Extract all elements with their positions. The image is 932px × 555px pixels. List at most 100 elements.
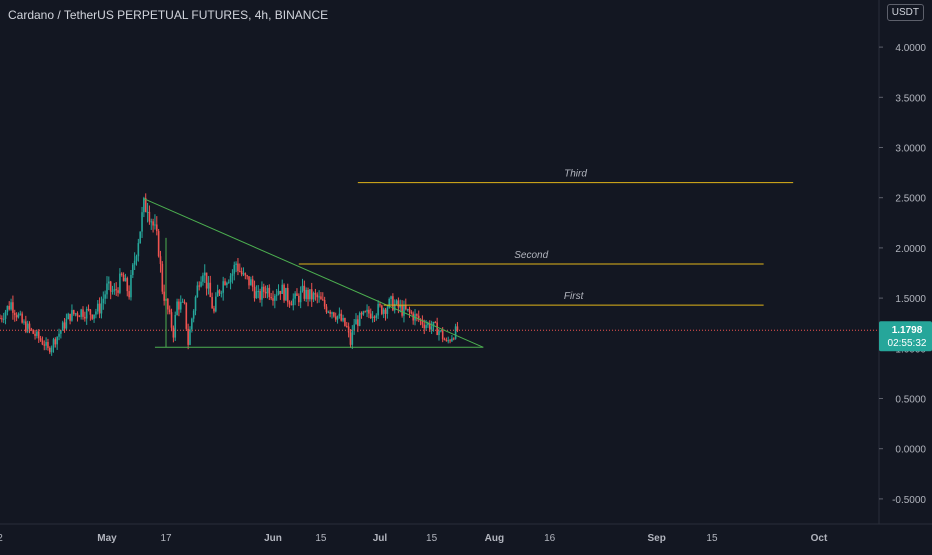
candle-body	[89, 309, 92, 315]
candle-body	[340, 313, 343, 321]
candle-body	[386, 307, 389, 314]
candle-body	[327, 311, 330, 313]
candle-body	[404, 304, 407, 310]
candle-body	[54, 339, 57, 345]
candle-body	[347, 326, 350, 333]
candle-body	[132, 264, 134, 275]
candle-body	[191, 318, 193, 330]
candle-body	[167, 298, 169, 310]
candle-body	[34, 333, 36, 336]
candle-body	[283, 284, 285, 301]
candle-body	[259, 291, 261, 300]
candle-body	[178, 301, 180, 310]
candle-body	[161, 263, 164, 292]
candle-body	[227, 282, 230, 284]
candle-body	[192, 310, 195, 319]
candle-body	[416, 314, 418, 316]
x-tick-label: Sep	[647, 533, 665, 544]
candle-body	[32, 329, 35, 334]
x-tick-label: 15	[426, 533, 438, 544]
candle-body	[246, 275, 248, 277]
candle-body	[318, 296, 320, 298]
candle-body	[303, 285, 306, 299]
x-tick-label: Jul	[373, 533, 388, 544]
candle-body	[226, 282, 228, 286]
y-tick-label: 1.5000	[895, 294, 926, 305]
candle-body	[82, 309, 84, 317]
candle-body	[296, 293, 298, 296]
candle-body	[181, 301, 184, 303]
candle-body	[39, 338, 42, 341]
candle-body	[377, 304, 379, 316]
candle-body	[72, 310, 75, 314]
candle-body	[56, 336, 58, 345]
x-tick-label: 16	[544, 533, 556, 544]
candle-body	[124, 278, 127, 282]
candle-body	[301, 285, 304, 291]
candle-body	[242, 273, 245, 275]
candle-body	[163, 291, 165, 301]
candle-body	[96, 303, 99, 312]
candle-body	[148, 211, 151, 222]
candle-body	[336, 316, 339, 320]
candle-body	[272, 298, 274, 301]
candle-body	[135, 256, 138, 261]
candle-body	[290, 304, 293, 306]
candle-body	[316, 294, 319, 298]
candle-body	[369, 313, 372, 318]
candle-body	[299, 290, 302, 303]
candle-body	[185, 302, 188, 329]
candle-body	[388, 298, 390, 308]
candle-body	[360, 313, 363, 315]
candle-body	[321, 299, 324, 301]
candle-body	[371, 316, 374, 318]
candle-body	[392, 296, 394, 311]
candle-body	[8, 305, 11, 310]
candle-body	[373, 316, 376, 318]
candle-body	[41, 340, 44, 345]
candle-body	[80, 309, 82, 317]
candle-body	[432, 321, 435, 327]
target-line-label: Third	[564, 169, 587, 180]
candle-body	[154, 224, 156, 226]
candle-body	[209, 282, 212, 298]
candle-body	[286, 287, 289, 303]
candle-body	[117, 290, 119, 293]
candle-body	[345, 325, 348, 327]
candle-body	[445, 340, 448, 342]
candle-body	[189, 329, 191, 345]
candle-body	[28, 323, 31, 329]
candle-body	[84, 316, 86, 319]
candle-body	[198, 285, 201, 287]
candle-body	[170, 312, 173, 328]
candle-body	[441, 330, 444, 340]
candle-body	[106, 283, 108, 295]
candle-body	[93, 314, 95, 319]
candle-body	[26, 323, 29, 332]
candle-body	[320, 296, 322, 300]
candle-body	[176, 301, 178, 316]
candle-body	[215, 296, 217, 312]
candle-body	[305, 290, 307, 299]
candle-body	[250, 279, 252, 286]
candle-body	[108, 281, 110, 284]
chart-title: Cardano / TetherUS PERPETUAL FUTURES, 4h…	[8, 8, 329, 22]
candle-body	[74, 313, 77, 315]
candle-body	[334, 316, 337, 320]
candle-body	[13, 312, 16, 316]
currency-badge[interactable]: USDT	[886, 4, 924, 21]
candle-body	[364, 311, 367, 313]
candle-body	[395, 300, 398, 304]
candle-body	[368, 309, 370, 314]
candle-body	[109, 281, 112, 292]
x-tick-label: May	[97, 533, 117, 544]
candle-body	[384, 309, 387, 314]
y-tick-label: 4.0000	[895, 43, 926, 54]
candle-body	[456, 326, 459, 331]
candle-body	[211, 297, 213, 309]
candle-body	[15, 315, 18, 318]
candle-body	[329, 311, 331, 314]
candle-body	[183, 301, 186, 303]
